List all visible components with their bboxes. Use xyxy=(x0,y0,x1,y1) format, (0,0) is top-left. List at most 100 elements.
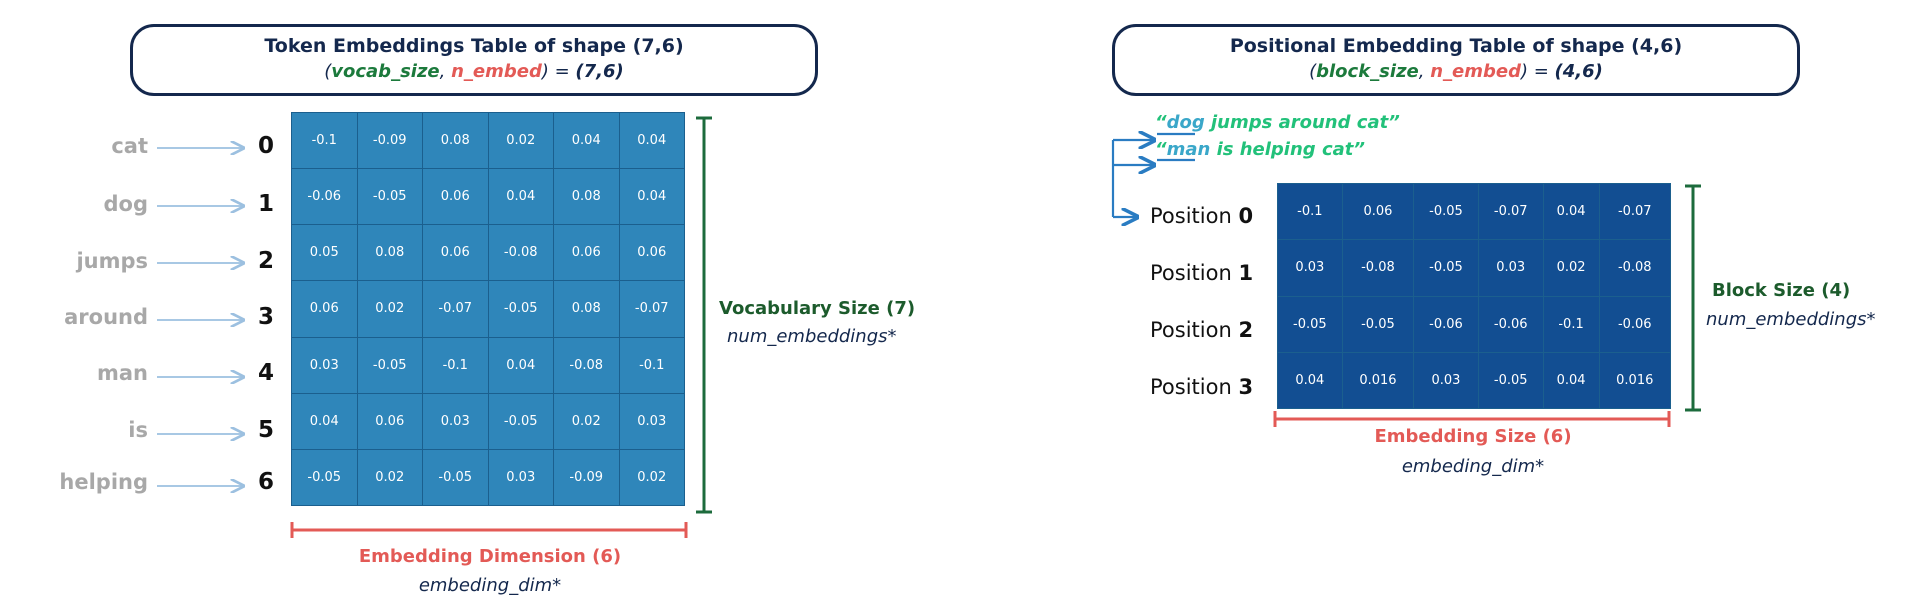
grid-cell: -0.07 xyxy=(618,280,685,338)
grid-cell: 0.03 xyxy=(291,336,358,394)
token-index: 4 xyxy=(258,360,275,386)
grid-cell: 0.06 xyxy=(1341,182,1415,241)
token-index: 5 xyxy=(258,417,275,443)
position-label: Position 2 xyxy=(1150,318,1254,342)
token-word: helping xyxy=(59,470,148,494)
token-word: is xyxy=(128,418,148,442)
grid-cell: 0.04 xyxy=(1542,182,1600,241)
grid-row: -0.05 -0.05 -0.06 -0.06 -0.1 -0.06 xyxy=(1277,295,1672,353)
grid-cell: -0.05 xyxy=(291,448,358,507)
embedding-dimension-label: Embedding Dimension (6) xyxy=(358,546,622,567)
token-table-title-box: Token Embeddings Table of shape (7,6) (v… xyxy=(130,24,818,96)
grid-cell: 0.02 xyxy=(356,280,423,338)
token-index: 2 xyxy=(258,248,275,274)
grid-cell: -0.09 xyxy=(553,448,620,507)
vocab-size-label: Vocabulary Size (7) xyxy=(719,298,916,319)
token-word: dog xyxy=(103,192,149,216)
grid-cell: 0.02 xyxy=(356,448,423,507)
positional-table-title-box: Positional Embedding Table of shape (4,6… xyxy=(1112,24,1800,96)
grid-cell: -0.06 xyxy=(1598,295,1672,353)
grid-cell: 0.06 xyxy=(422,224,489,282)
grid-cell: -0.06 xyxy=(1477,295,1544,353)
token-word: jumps xyxy=(76,249,148,273)
grid-cell: -0.08 xyxy=(1341,239,1415,297)
grid-cell: -0.1 xyxy=(422,336,489,394)
grid-row: 0.05 0.08 0.06 -0.08 0.06 0.06 xyxy=(291,224,685,282)
grid-cell: -0.08 xyxy=(1598,239,1672,297)
token-embeddings-grid: -0.1 -0.09 0.08 0.02 0.04 0.04 -0.06 -0.05 0.06 0… xyxy=(291,111,685,507)
embedding-dimension-sub: embeding_dim* xyxy=(418,575,562,596)
grid-row: 0.04 0.016 0.03 -0.05 0.04 0.016 xyxy=(1277,351,1672,410)
token-index: 6 xyxy=(258,469,275,495)
grid-cell: 0.05 xyxy=(291,224,358,282)
grid-cell: 0.04 xyxy=(553,111,620,170)
positional-table-title: Positional Embedding Table of shape (4,6… xyxy=(1229,35,1683,57)
grid-cell: -0.07 xyxy=(422,280,489,338)
embedding-size-sub: embeding_dim* xyxy=(1401,456,1545,477)
example-sentence: “dog jumps around cat” xyxy=(1155,112,1400,133)
grid-cell: 0.04 xyxy=(1542,351,1600,410)
token-index: 3 xyxy=(258,304,275,330)
grid-row: -0.05 0.02 -0.05 0.03 -0.09 0.02 xyxy=(291,448,685,507)
grid-cell: -0.08 xyxy=(487,224,554,282)
grid-cell: 0.06 xyxy=(422,168,489,226)
grid-row: 0.04 0.06 0.03 -0.05 0.02 0.03 xyxy=(291,392,685,450)
grid-cell: 0.06 xyxy=(356,392,423,450)
grid-cell: -0.05 xyxy=(487,280,554,338)
grid-cell: -0.05 xyxy=(1413,182,1479,241)
position-label: Position 0 xyxy=(1150,204,1254,228)
grid-cell: -0.1 xyxy=(291,111,358,170)
example-sentence: “man is helping cat” xyxy=(1155,139,1365,160)
token-word: around xyxy=(64,305,148,329)
positional-embeddings-grid: -0.1 0.06 -0.05 -0.07 0.04 -0.07 0.03 -0.08 -0.0… xyxy=(1277,182,1672,410)
token-index: 1 xyxy=(258,191,275,217)
grid-row: 0.03 -0.05 -0.1 0.04 -0.08 -0.1 xyxy=(291,336,685,394)
token-index: 0 xyxy=(258,133,275,159)
grid-row: -0.1 0.06 -0.05 -0.07 0.04 -0.07 xyxy=(1277,182,1672,241)
grid-cell: 0.06 xyxy=(618,224,685,282)
grid-cell: -0.1 xyxy=(1542,295,1600,353)
grid-cell: 0.04 xyxy=(487,336,554,394)
grid-cell: -0.08 xyxy=(553,336,620,394)
grid-cell: 0.03 xyxy=(487,448,554,507)
grid-cell: 0.04 xyxy=(618,168,685,226)
grid-cell: 0.03 xyxy=(1477,239,1544,297)
embedding-size-label: Embedding Size (6) xyxy=(1374,426,1572,447)
grid-cell: -0.05 xyxy=(422,448,489,507)
grid-cell: 0.04 xyxy=(618,111,685,170)
embedding-dimension-bracket xyxy=(290,522,688,538)
grid-cell: -0.05 xyxy=(1413,239,1479,297)
positional-table-subtitle: (block_size, n_embed) = (4,6) xyxy=(1309,61,1603,82)
grid-cell: 0.03 xyxy=(1277,239,1343,297)
grid-cell: 0.02 xyxy=(618,448,685,507)
embedding-size-bracket xyxy=(1273,411,1671,427)
grid-cell: -0.09 xyxy=(356,111,423,170)
grid-cell: -0.06 xyxy=(291,168,358,226)
token-table-title: Token Embeddings Table of shape (7,6) xyxy=(264,35,684,57)
grid-cell: 0.08 xyxy=(553,280,620,338)
grid-cell: 0.06 xyxy=(553,224,620,282)
grid-cell: 0.04 xyxy=(1277,351,1343,410)
grid-cell: 0.016 xyxy=(1598,351,1672,410)
grid-row: 0.03 -0.08 -0.05 0.03 0.02 -0.08 xyxy=(1277,239,1672,297)
grid-row: 0.06 0.02 -0.07 -0.05 0.08 -0.07 xyxy=(291,280,685,338)
block-size-label: Block Size (4) xyxy=(1712,280,1851,301)
grid-cell: 0.03 xyxy=(618,392,685,450)
vocab-size-bracket xyxy=(696,116,712,514)
grid-cell: 0.02 xyxy=(487,111,554,170)
grid-row: -0.06 -0.05 0.06 0.04 0.08 0.04 xyxy=(291,168,685,226)
grid-cell: 0.02 xyxy=(553,392,620,450)
grid-cell: -0.06 xyxy=(1413,295,1479,353)
grid-cell: 0.08 xyxy=(422,111,489,170)
grid-cell: -0.1 xyxy=(618,336,685,394)
block-size-sub: num_embeddings* xyxy=(1706,309,1876,330)
grid-cell: 0.016 xyxy=(1341,351,1415,410)
grid-cell: -0.05 xyxy=(356,168,423,226)
token-table-subtitle: (vocab_size, n_embed) = (7,6) xyxy=(324,61,624,82)
grid-cell: 0.03 xyxy=(422,392,489,450)
grid-row: -0.1 -0.09 0.08 0.02 0.04 0.04 xyxy=(291,111,685,170)
grid-cell: -0.05 xyxy=(356,336,423,394)
vocab-size-sub: num_embeddings* xyxy=(727,326,897,347)
grid-cell: 0.08 xyxy=(553,168,620,226)
position-label: Position 1 xyxy=(1150,261,1254,285)
